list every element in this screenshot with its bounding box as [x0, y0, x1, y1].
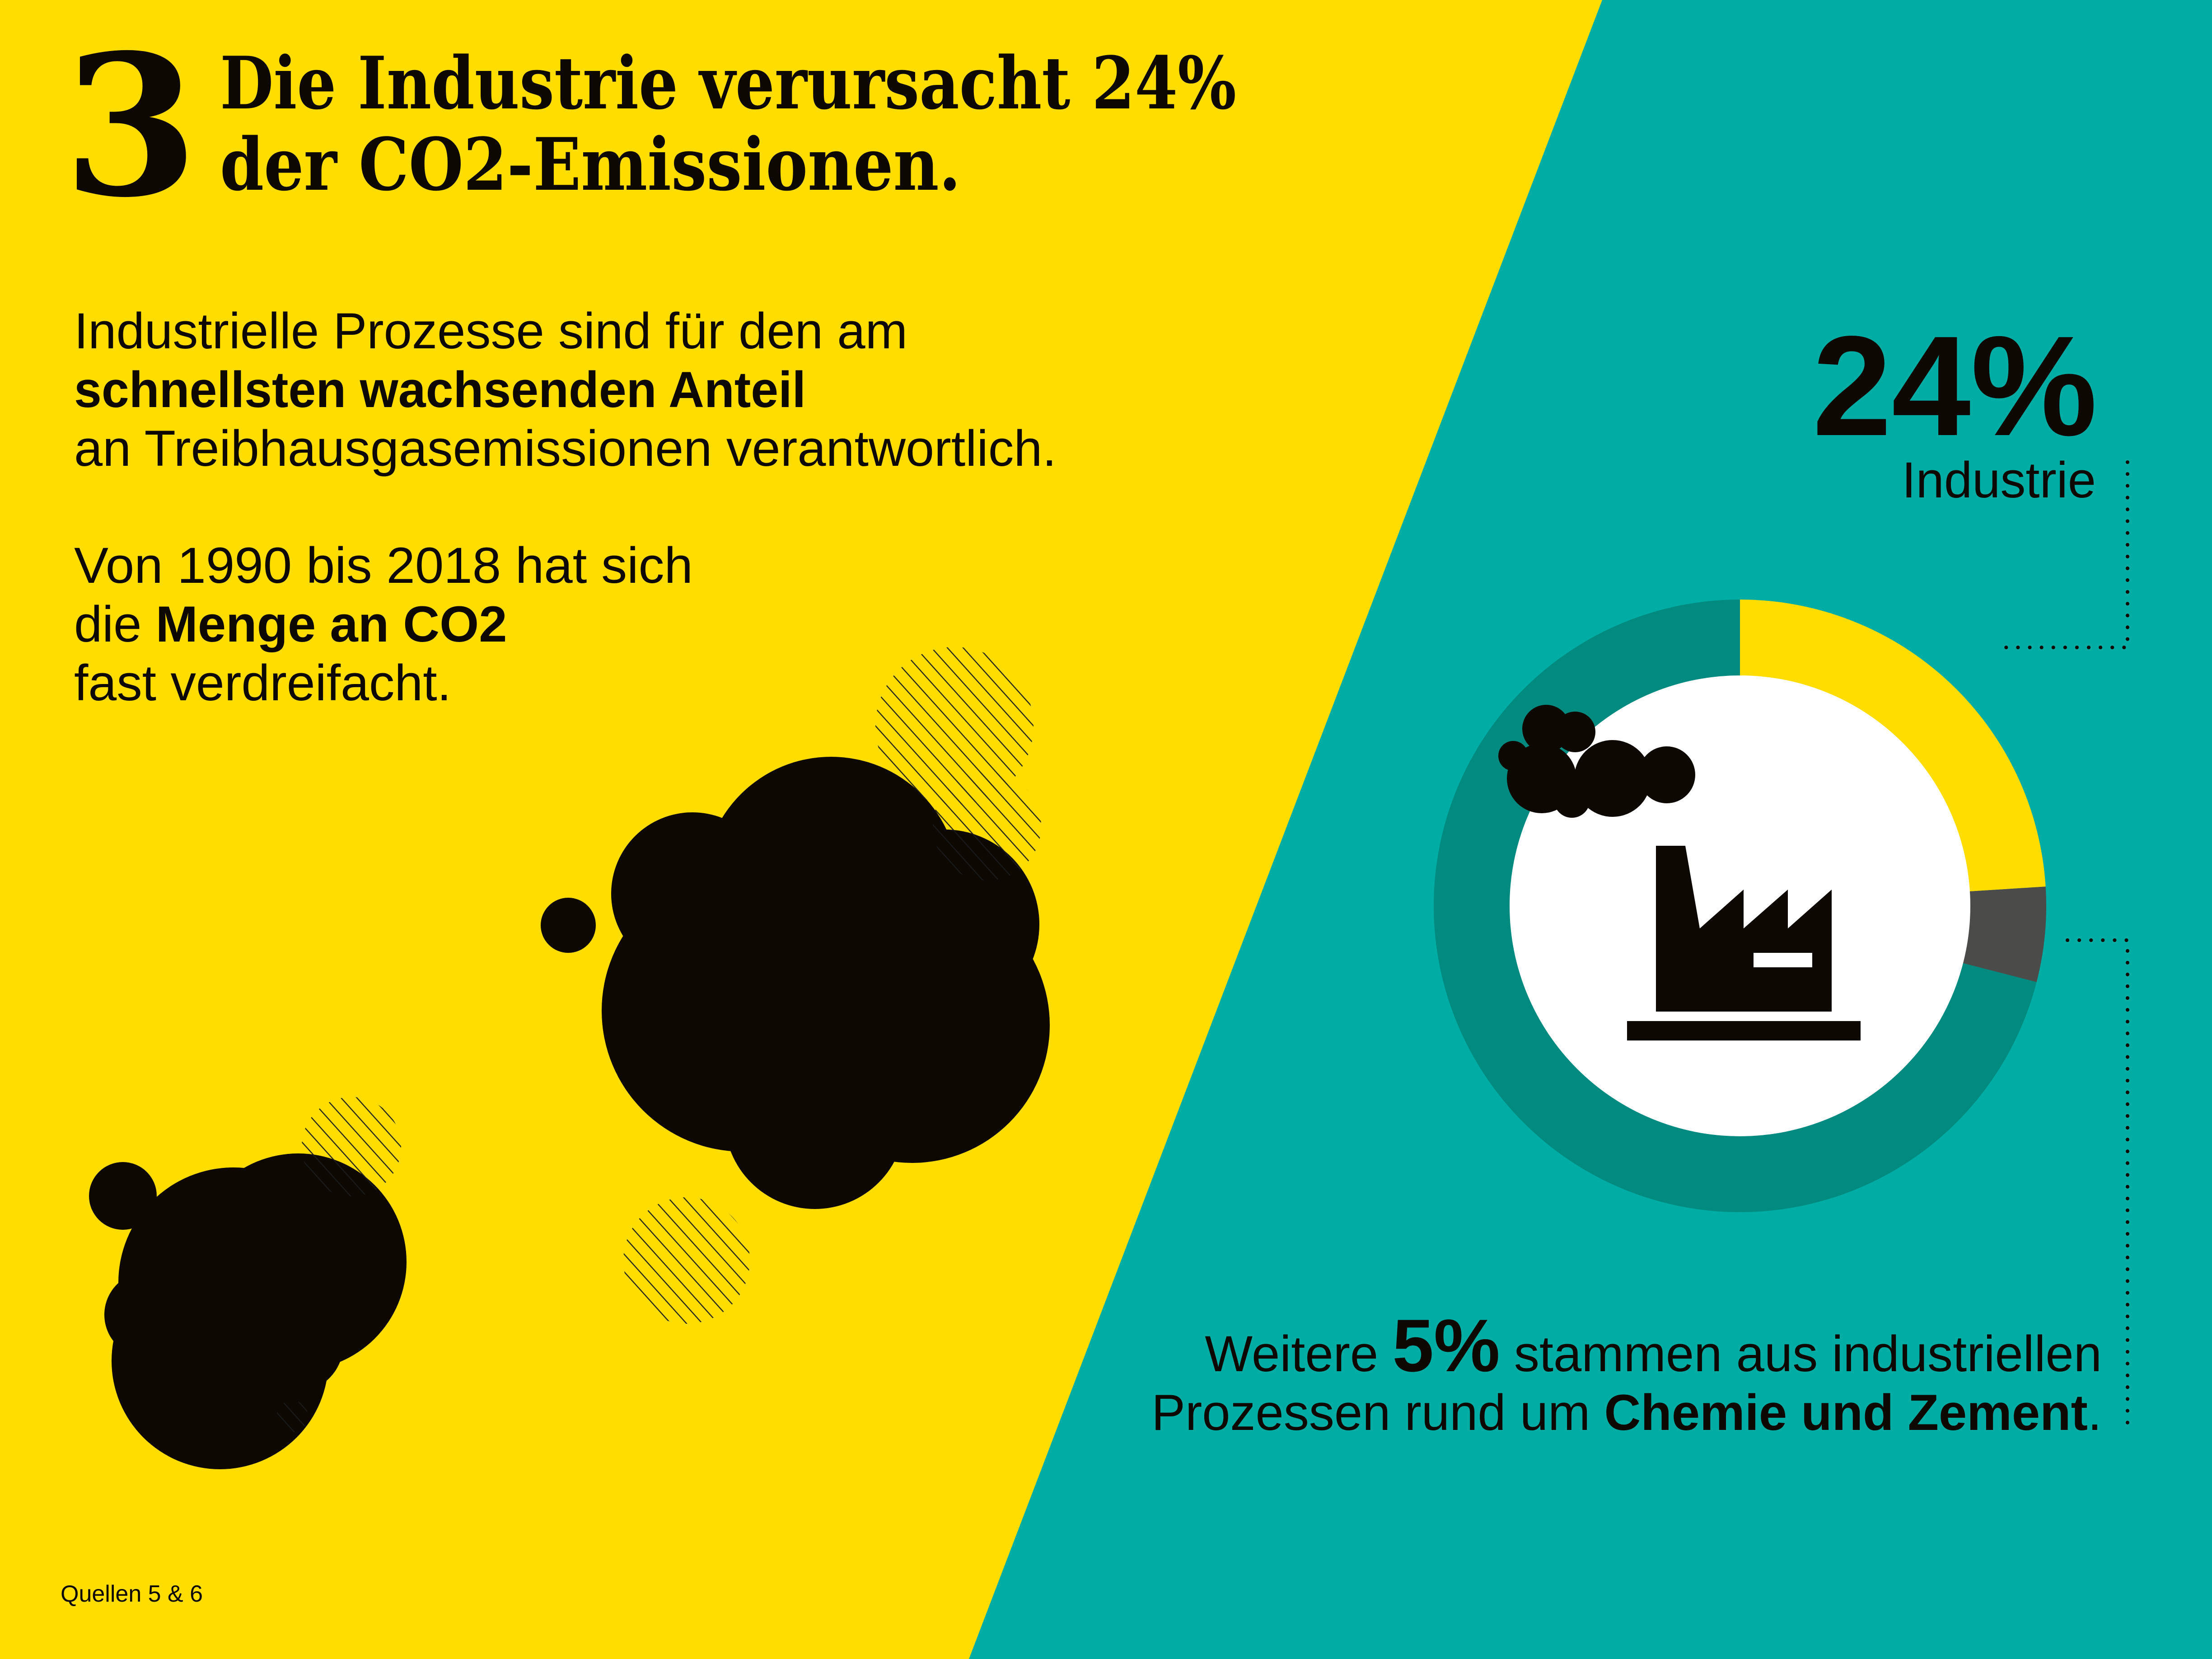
callout-bottom-line1-post: stammen aus industriellen — [1500, 1326, 2102, 1382]
intro-p1-line3: an Treibhausgasemissionen verantwortlich… — [74, 420, 1057, 477]
callout-bottom-line1-pre: Weitere — [1205, 1326, 1392, 1382]
sources-footnote: Quellen 5 & 6 — [61, 1581, 203, 1607]
intro-p1-line1: Industrielle Prozesse sind für den am — [74, 303, 907, 359]
callout-bottom-line2-pre: Prozessen rund um — [1151, 1384, 1604, 1441]
callout-bottom-value-5: 5% — [1392, 1304, 1500, 1387]
intro-p2-line2-pre: die — [74, 596, 156, 652]
intro-p2-line1: Von 1990 bis 2018 hat sich — [74, 537, 693, 594]
co2-cloud-small-icon — [89, 1153, 407, 1469]
headline-line-1: Die Industrie verursacht 24% — [220, 41, 1236, 126]
callout-bottom-line2-post: . — [2088, 1384, 2102, 1441]
section-number: 3 — [63, 12, 198, 240]
headline-line-2: der CO2-Emissionen. — [220, 122, 961, 207]
smoke-cloud-icon — [1498, 705, 1695, 818]
callout-bottom-line1: Weitere 5% stammen aus industriellen — [1205, 1304, 2102, 1387]
hatched-cloud-decor-icon — [276, 647, 1041, 1432]
factory-icon — [1627, 846, 1861, 1040]
intro-p1-line2-bold: schnellsten wachsenden Anteil — [74, 361, 806, 418]
leader-line-industrie — [1998, 460, 2129, 649]
callout-bottom: Weitere 5% stammen aus industriellen Pro… — [1151, 1304, 2102, 1441]
intro-p2-line3: fast verdreifacht. — [74, 655, 451, 711]
intro-text: Industrielle Prozesse sind für den am sc… — [74, 303, 1057, 711]
callout-label-industrie: Industrie — [1902, 452, 2096, 508]
intro-p2-line2: die Menge an CO2 — [74, 596, 507, 652]
callout-value-24: 24% — [1813, 306, 2097, 465]
leader-line-prozesse — [2066, 938, 2129, 1434]
callout-bottom-line2-bold: Chemie und Zement — [1604, 1384, 2088, 1441]
leader-lines — [1998, 460, 2129, 1434]
callout-bottom-line2: Prozessen rund um Chemie und Zement. — [1151, 1384, 2102, 1441]
intro-p2-line2-bold: Menge an CO2 — [156, 596, 507, 652]
